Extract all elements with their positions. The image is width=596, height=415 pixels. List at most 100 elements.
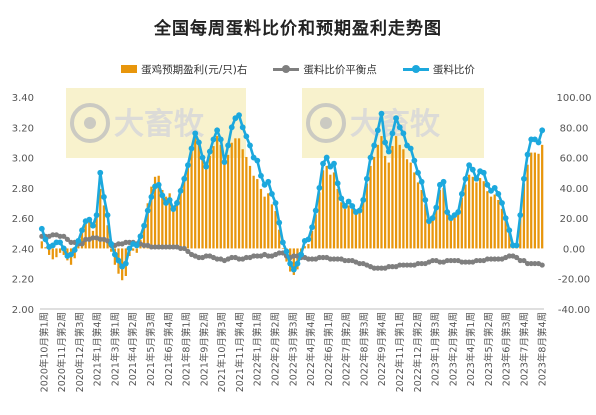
profit-bar [398, 144, 401, 249]
profit-bar [537, 153, 540, 249]
profit-bar [325, 165, 328, 249]
ratio-point [316, 184, 323, 191]
ratio-point [499, 200, 505, 206]
x-axis-tick-label: 2021年3月第1周 [109, 312, 121, 386]
left-axis-tick-label: 2.00 [12, 305, 34, 316]
profit-bar [110, 248, 113, 252]
x-axis-tick-label: 2021年8月第1周 [181, 312, 193, 386]
profit-bar [183, 175, 186, 249]
profit-bar [310, 230, 314, 249]
profit-bar [296, 248, 299, 270]
ratio-point [141, 222, 147, 229]
x-axis-tick-label: 2021年10月第3周 [216, 312, 228, 392]
ratio-point [283, 248, 290, 255]
balance-point [57, 233, 63, 239]
x-axis-tick-label: 2023年1月第3周 [430, 312, 442, 386]
profit-bar [314, 214, 317, 249]
profit-bar [62, 248, 65, 255]
profit-bar [263, 196, 266, 249]
profit-bar [157, 175, 160, 249]
ratio-point [345, 198, 352, 205]
profit-bar [362, 202, 365, 249]
ratio-point [382, 139, 389, 146]
watermark-logo-icon [306, 103, 346, 143]
ratio-point [126, 245, 133, 252]
balance-point [123, 239, 129, 245]
ratio-point [97, 169, 104, 176]
balance-point [346, 257, 352, 264]
ratio-point [349, 203, 356, 209]
profit-bar [489, 196, 493, 249]
profit-bar [457, 212, 460, 249]
ratio-point [104, 212, 111, 219]
profit-bar [146, 203, 149, 249]
balance-point [448, 257, 454, 264]
profit-bar [508, 230, 511, 249]
profit-bar [409, 162, 412, 249]
balance-point [141, 242, 147, 248]
profit-bar [281, 248, 285, 250]
x-axis-tick-label: 2022年8月第3周 [358, 312, 370, 386]
balance-point [462, 259, 469, 265]
profit-bar [142, 225, 146, 249]
balance-point [50, 232, 56, 238]
x-axis-tick-label: 2023年4月第1周 [465, 312, 477, 386]
ratio-point [495, 191, 502, 197]
balance-point [444, 257, 450, 264]
ratio-point [407, 145, 414, 152]
ratio-point [338, 195, 345, 202]
profit-bar [416, 182, 420, 249]
x-axis-tick-label: 2022年11月第1周 [394, 312, 406, 392]
x-axis-tick-label: 2020年12月第3周 [74, 312, 86, 392]
ratio-point [400, 130, 407, 137]
ratio-point [206, 148, 213, 155]
balance-point [466, 259, 472, 265]
profit-bar [475, 182, 478, 249]
ratio-point [265, 178, 272, 185]
legend-swatch-ratio [402, 64, 429, 74]
profit-bar [442, 187, 445, 249]
profit-bar [80, 232, 84, 249]
ratio-point [517, 212, 524, 219]
x-axis-tick-label: 2022年9月第4周 [376, 312, 388, 386]
ratio-point [279, 239, 286, 246]
balance-point [265, 253, 271, 259]
profit-bar [365, 183, 369, 249]
balance-point [459, 259, 465, 265]
balance-point [514, 254, 520, 261]
x-axis-tick-label: 2022年2月第2周 [270, 312, 282, 386]
balance-point [517, 257, 523, 264]
legend-label-profit: 蛋鸡预期盈利(元/只)右 [141, 63, 248, 76]
balance-point [371, 265, 377, 271]
profit-bar [336, 188, 339, 249]
watermark-logo-icon [320, 117, 332, 129]
legend-label-balance: 蛋料比价平衡点 [303, 63, 377, 76]
balance-point [276, 250, 282, 256]
left-axis-tick-label: 2.40 [12, 244, 34, 255]
ratio-point [331, 160, 337, 167]
x-axis-tick-label: 2022年1月第1周 [252, 312, 264, 386]
balance-point [451, 257, 458, 264]
profit-bar [58, 248, 62, 253]
profit-bar [102, 205, 106, 249]
x-axis-tick-label: 2023年2月第4周 [447, 312, 459, 386]
balance-point [492, 256, 498, 262]
profit-bar [343, 208, 347, 249]
ratio-point [298, 251, 305, 258]
profit-bar [332, 172, 336, 249]
profit-bar [223, 163, 226, 249]
balance-point [415, 260, 421, 267]
ratio-point [455, 209, 462, 215]
ratio-point [174, 200, 180, 206]
x-axis-tick-label: 2023年7月第4周 [519, 312, 531, 386]
legend-swatch-balance [273, 64, 300, 74]
ratio-point [378, 110, 385, 117]
ratio-point [159, 192, 166, 199]
balance-point [170, 244, 176, 250]
profit-bar [486, 191, 489, 249]
profit-bar [292, 248, 295, 275]
ratio-point [137, 233, 144, 240]
ratio-point [38, 225, 45, 232]
profit-bar [318, 192, 321, 249]
profit-bar [424, 204, 427, 249]
